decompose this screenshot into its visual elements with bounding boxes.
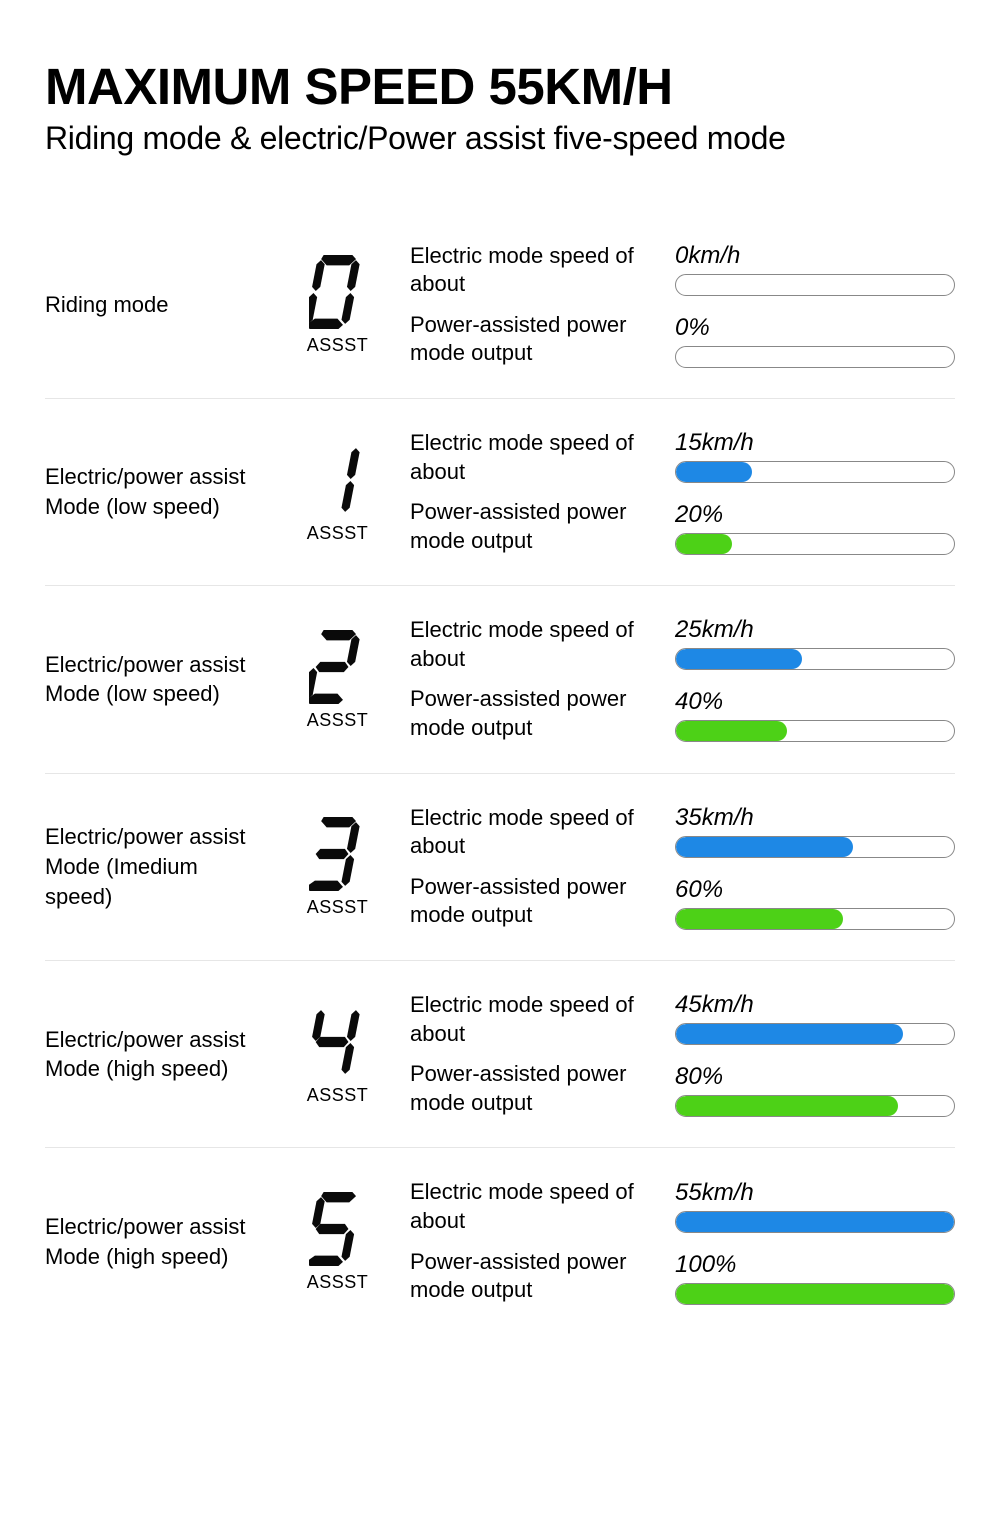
bars: 45km/h 80%	[675, 991, 955, 1117]
bars: 15km/h 20%	[675, 429, 955, 555]
mode-name: Electric/power assist Mode (low speed)	[45, 462, 265, 521]
speed-value: 55km/h	[675, 1179, 955, 1207]
metric-labels: Electric mode speed of about Power-assis…	[410, 991, 650, 1117]
speed-value: 0km/h	[675, 242, 955, 270]
speed-bar-track	[675, 274, 955, 296]
metric-labels: Electric mode speed of about Power-assis…	[410, 804, 650, 930]
power-value: 40%	[675, 688, 955, 716]
speed-bar-fill	[676, 462, 752, 482]
power-value: 100%	[675, 1251, 955, 1279]
power-bar-group: 60%	[675, 876, 955, 930]
power-value: 20%	[675, 501, 955, 529]
assist-level-indicator: ASSST	[290, 628, 385, 731]
power-bar-fill	[676, 1096, 898, 1116]
power-label-text: Power-assisted power mode output	[410, 498, 650, 555]
speed-bar-group: 15km/h	[675, 429, 955, 483]
power-bar-track	[675, 346, 955, 368]
assst-label: ASSST	[290, 1085, 385, 1106]
power-bar-fill	[676, 909, 843, 929]
page-subtitle: Riding mode & electric/Power assist five…	[45, 120, 955, 157]
assist-level-indicator: ASSST	[290, 815, 385, 918]
assst-label: ASSST	[290, 897, 385, 918]
assst-label: ASSST	[290, 335, 385, 356]
mode-name: Electric/power assist Mode (low speed)	[45, 650, 265, 709]
speed-value: 35km/h	[675, 804, 955, 832]
bars: 0km/h 0%	[675, 242, 955, 368]
speed-bar-fill	[676, 1024, 903, 1044]
speed-bar-fill	[676, 1212, 954, 1232]
power-bar-group: 100%	[675, 1251, 955, 1305]
mode-row: Riding mode ASSST Electric mode speed of…	[45, 212, 955, 399]
power-bar-track	[675, 533, 955, 555]
metric-labels: Electric mode speed of about Power-assis…	[410, 429, 650, 555]
speed-bar-track	[675, 836, 955, 858]
power-label-text: Power-assisted power mode output	[410, 1060, 650, 1117]
bars: 35km/h 60%	[675, 804, 955, 930]
mode-table: Riding mode ASSST Electric mode speed of…	[45, 212, 955, 1335]
power-bar-group: 20%	[675, 501, 955, 555]
speed-bar-fill	[676, 837, 853, 857]
assst-label: ASSST	[290, 1272, 385, 1293]
power-label-text: Power-assisted power mode output	[410, 311, 650, 368]
speed-bar-group: 55km/h	[675, 1179, 955, 1233]
speed-bar-fill	[676, 649, 802, 669]
speed-label-text: Electric mode speed of about	[410, 1178, 650, 1235]
speed-label-text: Electric mode speed of about	[410, 991, 650, 1048]
speed-label-text: Electric mode speed of about	[410, 616, 650, 673]
mode-row: Electric/power assist Mode (high speed) …	[45, 1148, 955, 1334]
power-bar-group: 0%	[675, 314, 955, 368]
power-value: 0%	[675, 314, 955, 342]
metric-labels: Electric mode speed of about Power-assis…	[410, 616, 650, 742]
mode-name: Electric/power assist Mode (high speed)	[45, 1025, 265, 1084]
assist-level-indicator: ASSST	[290, 1190, 385, 1293]
speed-bar-group: 45km/h	[675, 991, 955, 1045]
assist-level-indicator: ASSST	[290, 1003, 385, 1106]
power-bar-fill	[676, 534, 732, 554]
power-bar-group: 80%	[675, 1063, 955, 1117]
power-label-text: Power-assisted power mode output	[410, 1248, 650, 1305]
power-label-text: Power-assisted power mode output	[410, 685, 650, 742]
speed-label-text: Electric mode speed of about	[410, 804, 650, 861]
power-bar-track	[675, 720, 955, 742]
mode-row: Electric/power assist Mode (low speed) A…	[45, 586, 955, 773]
speed-bar-track	[675, 461, 955, 483]
power-value: 80%	[675, 1063, 955, 1091]
assst-label: ASSST	[290, 710, 385, 731]
bars: 55km/h 100%	[675, 1179, 955, 1305]
mode-row: Electric/power assist Mode (low speed) A…	[45, 399, 955, 586]
power-bar-track	[675, 1095, 955, 1117]
speed-bar-track	[675, 1023, 955, 1045]
speed-value: 25km/h	[675, 616, 955, 644]
bars: 25km/h 40%	[675, 616, 955, 742]
speed-value: 45km/h	[675, 991, 955, 1019]
assist-level-indicator: ASSST	[290, 253, 385, 356]
speed-bar-group: 0km/h	[675, 242, 955, 296]
speed-bar-group: 25km/h	[675, 616, 955, 670]
page-title: MAXIMUM SPEED 55KM/H	[45, 60, 955, 114]
metric-labels: Electric mode speed of about Power-assis…	[410, 242, 650, 368]
power-bar-fill	[676, 1284, 954, 1304]
speed-bar-group: 35km/h	[675, 804, 955, 858]
mode-row: Electric/power assist Mode (Imedium spee…	[45, 774, 955, 961]
power-bar-fill	[676, 721, 787, 741]
power-bar-track	[675, 1283, 955, 1305]
mode-name: Electric/power assist Mode (Imedium spee…	[45, 822, 265, 911]
power-bar-track	[675, 908, 955, 930]
speed-label-text: Electric mode speed of about	[410, 429, 650, 486]
speed-bar-track	[675, 1211, 955, 1233]
power-value: 60%	[675, 876, 955, 904]
mode-name: Riding mode	[45, 290, 265, 320]
speed-value: 15km/h	[675, 429, 955, 457]
metric-labels: Electric mode speed of about Power-assis…	[410, 1178, 650, 1304]
assst-label: ASSST	[290, 523, 385, 544]
speed-bar-track	[675, 648, 955, 670]
mode-row: Electric/power assist Mode (high speed) …	[45, 961, 955, 1148]
speed-label-text: Electric mode speed of about	[410, 242, 650, 299]
mode-name: Electric/power assist Mode (high speed)	[45, 1212, 265, 1271]
power-bar-group: 40%	[675, 688, 955, 742]
assist-level-indicator: ASSST	[290, 441, 385, 544]
power-label-text: Power-assisted power mode output	[410, 873, 650, 930]
